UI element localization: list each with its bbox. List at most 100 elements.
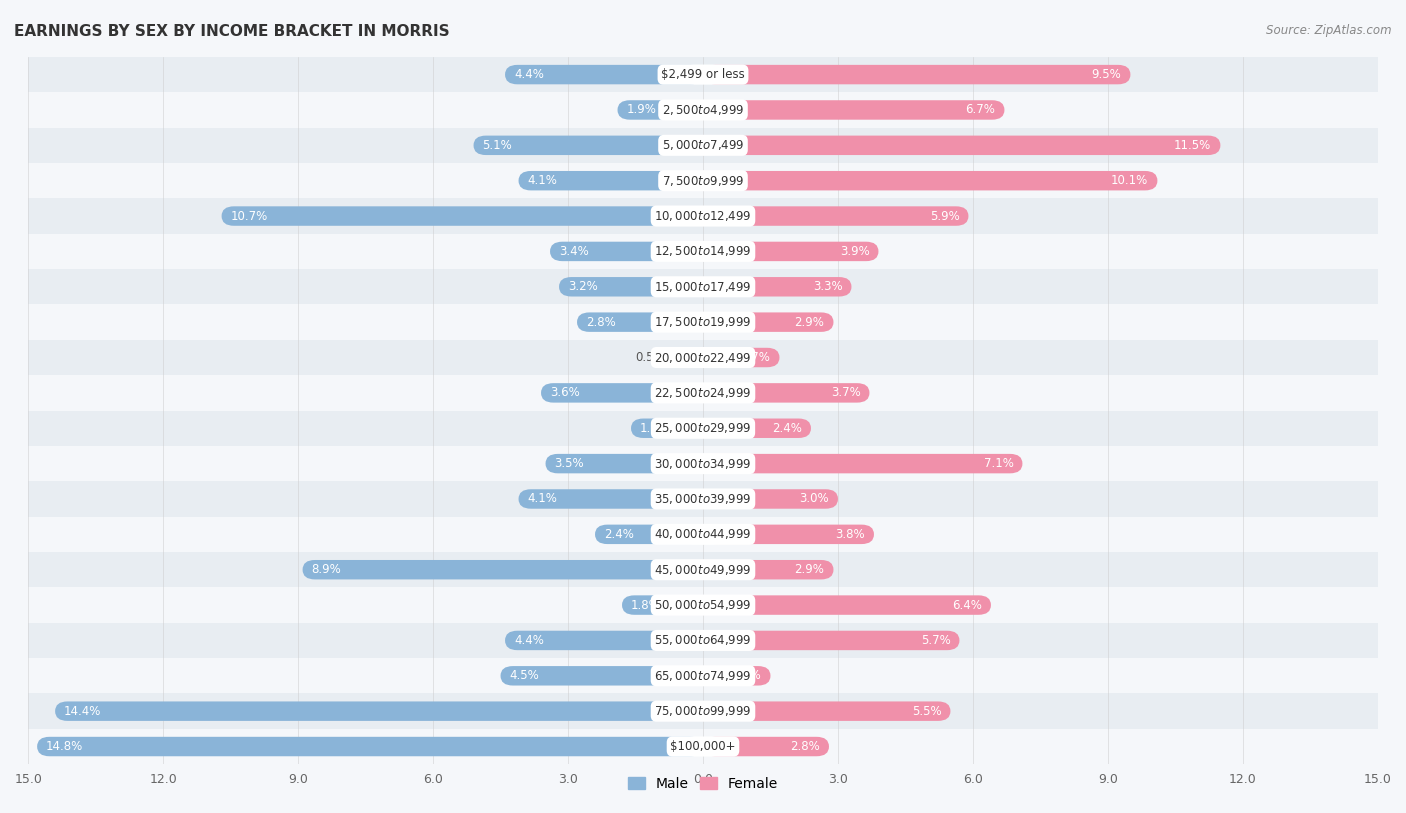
FancyBboxPatch shape xyxy=(37,737,703,756)
Text: 2.4%: 2.4% xyxy=(772,422,801,435)
Text: $25,000 to $29,999: $25,000 to $29,999 xyxy=(654,421,752,435)
Text: $75,000 to $99,999: $75,000 to $99,999 xyxy=(654,704,752,718)
Text: 3.5%: 3.5% xyxy=(554,457,583,470)
Bar xyxy=(28,163,1378,198)
Text: $20,000 to $22,499: $20,000 to $22,499 xyxy=(654,350,752,364)
Bar xyxy=(28,693,1378,729)
Text: 5.5%: 5.5% xyxy=(912,705,942,718)
Text: $55,000 to $64,999: $55,000 to $64,999 xyxy=(654,633,752,647)
Text: $15,000 to $17,499: $15,000 to $17,499 xyxy=(654,280,752,293)
Bar xyxy=(28,128,1378,163)
Bar xyxy=(28,517,1378,552)
FancyBboxPatch shape xyxy=(576,312,703,332)
FancyBboxPatch shape xyxy=(703,489,838,509)
Text: 1.9%: 1.9% xyxy=(627,103,657,116)
FancyBboxPatch shape xyxy=(703,312,834,332)
Text: $10,000 to $12,499: $10,000 to $12,499 xyxy=(654,209,752,223)
Text: $50,000 to $54,999: $50,000 to $54,999 xyxy=(654,598,752,612)
Text: 2.4%: 2.4% xyxy=(605,528,634,541)
FancyBboxPatch shape xyxy=(703,524,875,544)
Text: 6.4%: 6.4% xyxy=(952,598,981,611)
FancyBboxPatch shape xyxy=(703,419,811,438)
Text: $35,000 to $39,999: $35,000 to $39,999 xyxy=(654,492,752,506)
FancyBboxPatch shape xyxy=(703,737,830,756)
Bar xyxy=(28,57,1378,92)
FancyBboxPatch shape xyxy=(617,100,703,120)
FancyBboxPatch shape xyxy=(703,65,1130,85)
Text: 4.4%: 4.4% xyxy=(515,68,544,81)
Text: EARNINGS BY SEX BY INCOME BRACKET IN MORRIS: EARNINGS BY SEX BY INCOME BRACKET IN MOR… xyxy=(14,24,450,39)
FancyBboxPatch shape xyxy=(505,65,703,85)
Text: 1.8%: 1.8% xyxy=(631,598,661,611)
FancyBboxPatch shape xyxy=(560,277,703,297)
Bar xyxy=(28,233,1378,269)
Text: 10.1%: 10.1% xyxy=(1111,174,1149,187)
FancyBboxPatch shape xyxy=(541,383,703,402)
FancyBboxPatch shape xyxy=(703,454,1022,473)
Bar xyxy=(28,340,1378,375)
Text: 5.7%: 5.7% xyxy=(921,634,950,647)
FancyBboxPatch shape xyxy=(703,277,852,297)
FancyBboxPatch shape xyxy=(631,419,703,438)
Text: 3.2%: 3.2% xyxy=(568,280,598,293)
FancyBboxPatch shape xyxy=(55,702,703,721)
Text: $5,000 to $7,499: $5,000 to $7,499 xyxy=(662,138,744,152)
FancyBboxPatch shape xyxy=(703,136,1220,155)
Bar xyxy=(28,623,1378,659)
Text: 2.9%: 2.9% xyxy=(794,563,824,576)
FancyBboxPatch shape xyxy=(703,595,991,615)
Bar xyxy=(28,729,1378,764)
FancyBboxPatch shape xyxy=(703,241,879,261)
FancyBboxPatch shape xyxy=(621,595,703,615)
FancyBboxPatch shape xyxy=(546,454,703,473)
Text: $65,000 to $74,999: $65,000 to $74,999 xyxy=(654,669,752,683)
Text: 4.1%: 4.1% xyxy=(527,174,557,187)
Legend: Male, Female: Male, Female xyxy=(623,771,783,796)
Text: 3.4%: 3.4% xyxy=(560,245,589,258)
FancyBboxPatch shape xyxy=(703,100,1004,120)
Bar xyxy=(28,659,1378,693)
Text: 3.8%: 3.8% xyxy=(835,528,865,541)
Text: $22,500 to $24,999: $22,500 to $24,999 xyxy=(654,386,752,400)
Text: 2.8%: 2.8% xyxy=(790,740,820,753)
Text: $100,000+: $100,000+ xyxy=(671,740,735,753)
Bar xyxy=(28,446,1378,481)
Text: 1.7%: 1.7% xyxy=(741,351,770,364)
Text: 6.7%: 6.7% xyxy=(966,103,995,116)
Bar xyxy=(28,269,1378,304)
Text: $2,499 or less: $2,499 or less xyxy=(661,68,745,81)
Text: 3.0%: 3.0% xyxy=(800,493,830,506)
FancyBboxPatch shape xyxy=(703,383,869,402)
FancyBboxPatch shape xyxy=(703,666,770,685)
Text: Source: ZipAtlas.com: Source: ZipAtlas.com xyxy=(1267,24,1392,37)
Text: 3.7%: 3.7% xyxy=(831,386,860,399)
Bar xyxy=(28,411,1378,446)
FancyBboxPatch shape xyxy=(474,136,703,155)
FancyBboxPatch shape xyxy=(595,524,703,544)
Text: 3.3%: 3.3% xyxy=(813,280,842,293)
FancyBboxPatch shape xyxy=(703,348,779,367)
Text: 4.5%: 4.5% xyxy=(509,669,540,682)
Text: $7,500 to $9,999: $7,500 to $9,999 xyxy=(662,174,744,188)
Text: 8.9%: 8.9% xyxy=(312,563,342,576)
Text: 2.9%: 2.9% xyxy=(794,315,824,328)
Text: $17,500 to $19,999: $17,500 to $19,999 xyxy=(654,315,752,329)
Bar xyxy=(28,481,1378,517)
Text: 11.5%: 11.5% xyxy=(1174,139,1212,152)
FancyBboxPatch shape xyxy=(501,666,703,685)
Text: $30,000 to $34,999: $30,000 to $34,999 xyxy=(654,457,752,471)
Text: 5.1%: 5.1% xyxy=(482,139,512,152)
Text: 3.9%: 3.9% xyxy=(839,245,869,258)
Text: 14.8%: 14.8% xyxy=(46,740,83,753)
Text: $45,000 to $49,999: $45,000 to $49,999 xyxy=(654,563,752,576)
Text: 5.9%: 5.9% xyxy=(929,210,959,223)
FancyBboxPatch shape xyxy=(302,560,703,580)
FancyBboxPatch shape xyxy=(703,560,834,580)
FancyBboxPatch shape xyxy=(703,702,950,721)
Text: 2.8%: 2.8% xyxy=(586,315,616,328)
FancyBboxPatch shape xyxy=(703,631,959,650)
Bar xyxy=(28,552,1378,587)
Text: 1.5%: 1.5% xyxy=(731,669,762,682)
Bar xyxy=(28,587,1378,623)
FancyBboxPatch shape xyxy=(703,171,1157,190)
